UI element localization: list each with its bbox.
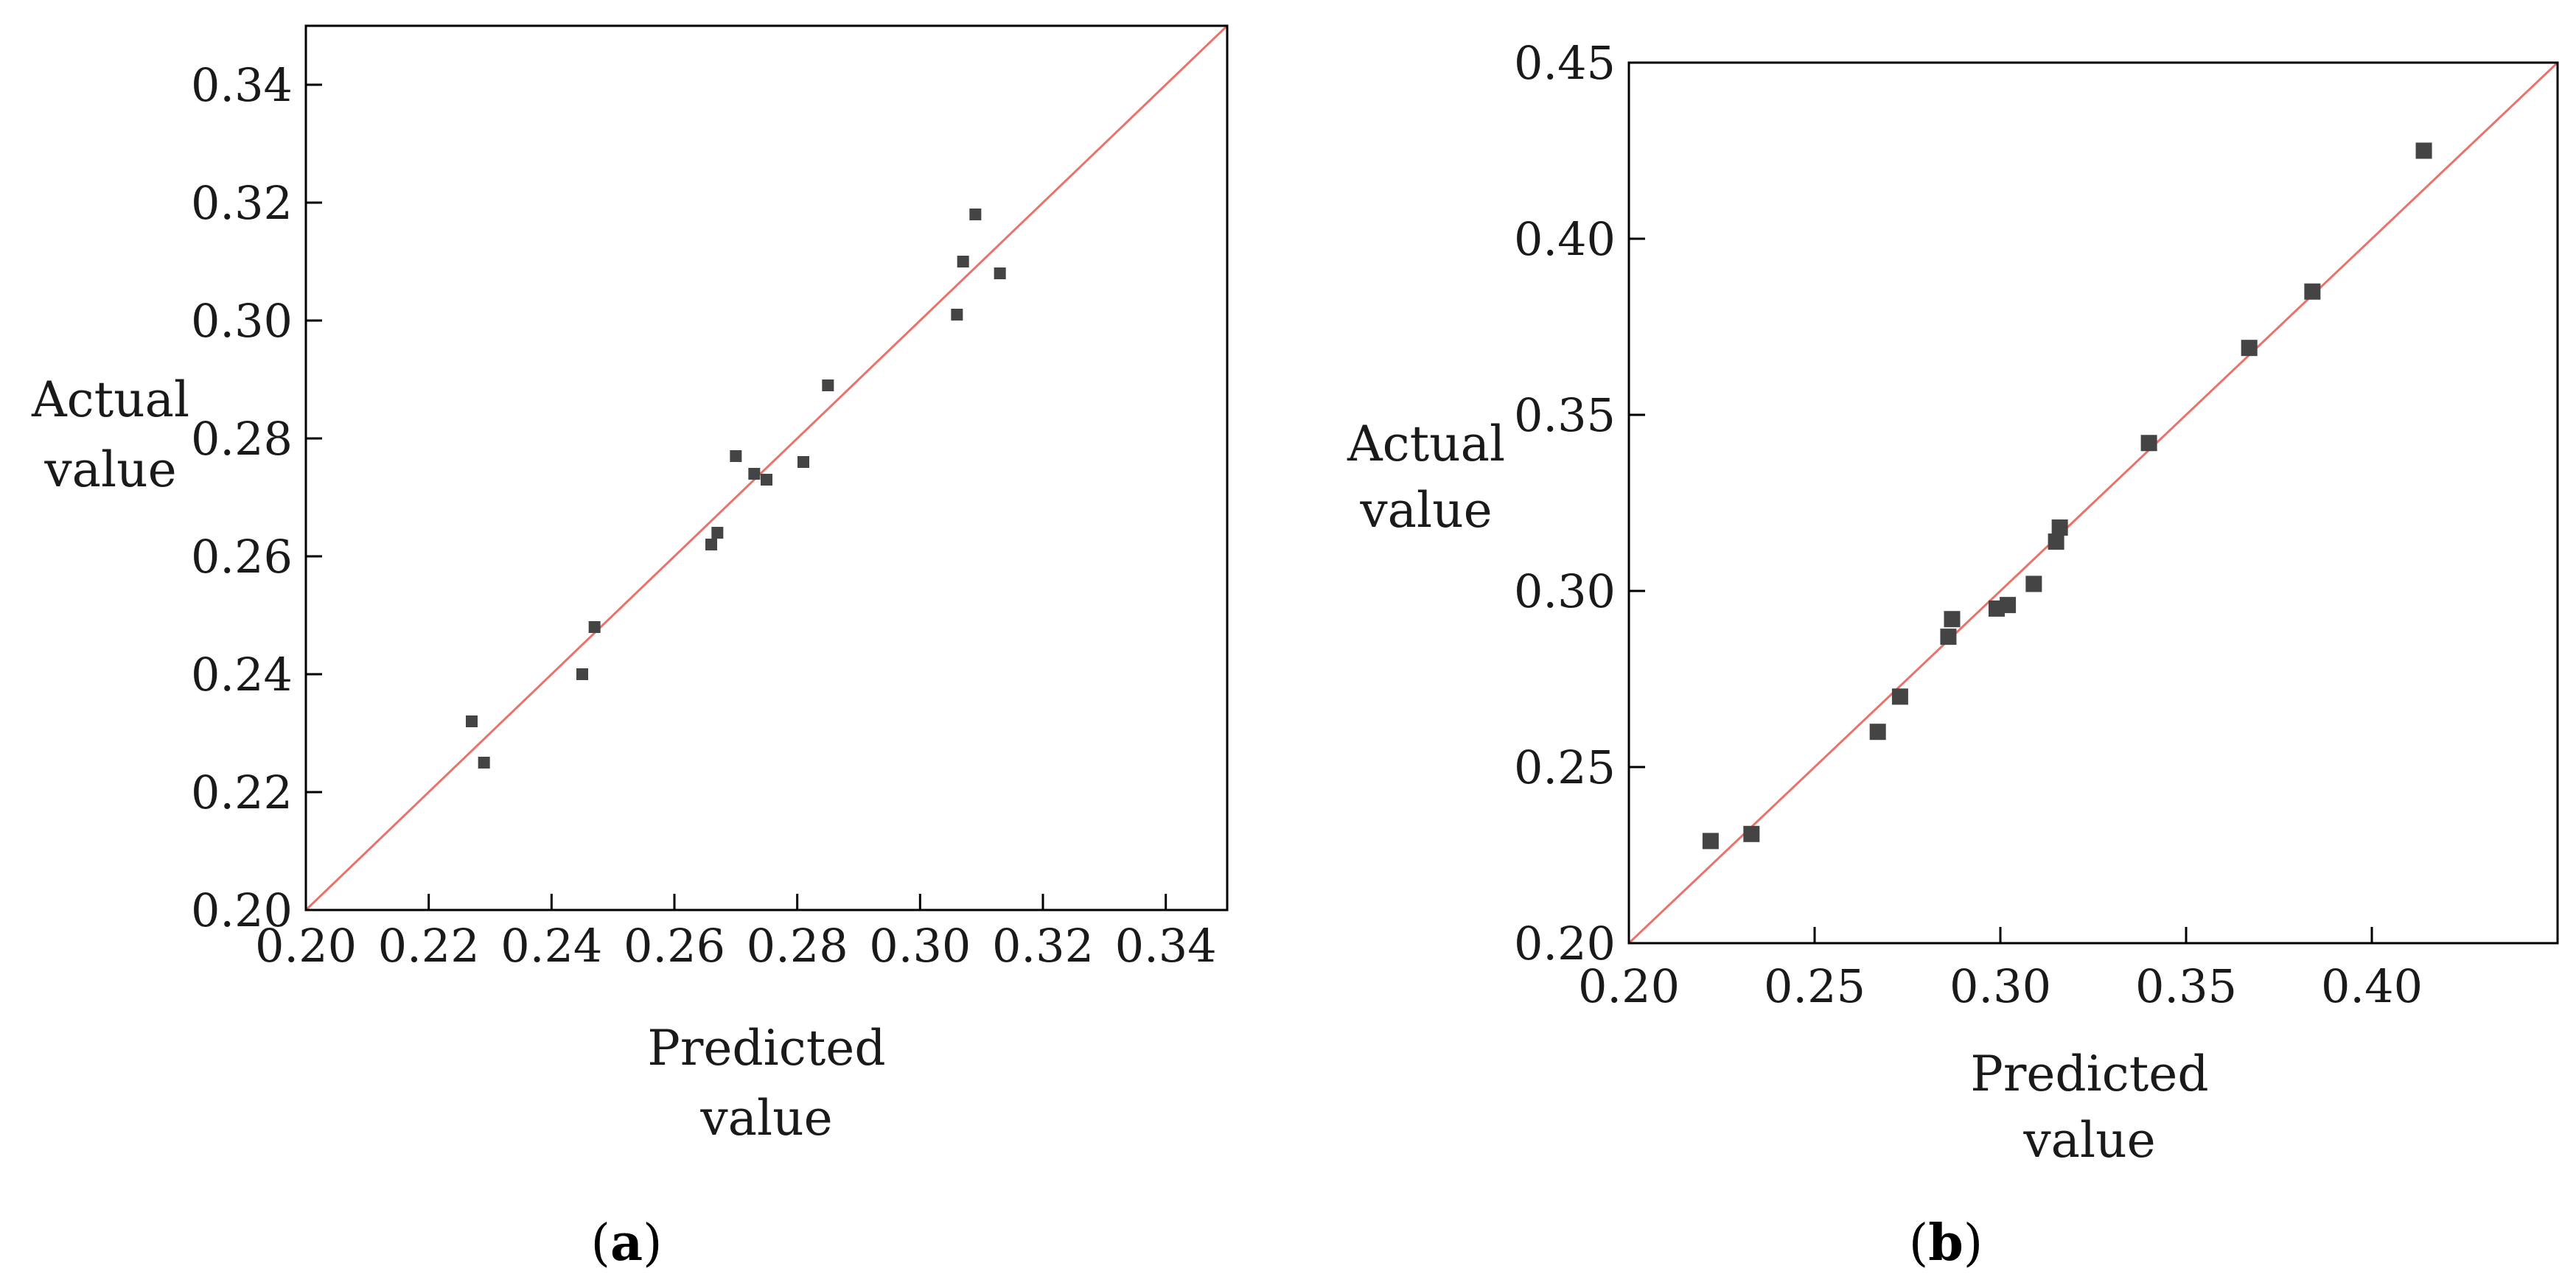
x-tick-label: 0.25 xyxy=(1764,959,1865,1013)
data-point xyxy=(1869,724,1886,741)
data-point xyxy=(822,379,834,391)
x-tick-label: 0.30 xyxy=(869,919,971,973)
y-tick-label: 0.34 xyxy=(191,58,293,112)
y-axis-title: Actual xyxy=(1347,416,1505,472)
panel-b: 0.20 0.25 0.30 0.35 0.40 0.20 0.25 0.30 0.35 0.40… xyxy=(1347,36,2559,1273)
x-tick-label: 0.30 xyxy=(1950,959,2051,1013)
panel-a: 0.20 0.22 0.24 0.26 0.28 0.30 0.32 0.34 0.20 0.22… xyxy=(31,24,1229,1273)
x-tick-label: 0.22 xyxy=(378,919,480,973)
y-tick-label: 0.24 xyxy=(191,648,293,701)
y-axis-title: Actual xyxy=(31,371,189,428)
plot-frame xyxy=(304,24,1229,911)
data-point xyxy=(705,539,717,550)
y-tick-label: 0.20 xyxy=(191,883,293,937)
data-point xyxy=(2000,597,2017,614)
data-point xyxy=(1891,688,1908,705)
x-tick-label: 0.34 xyxy=(1115,919,1217,973)
y-tick-label: 0.25 xyxy=(1514,741,1616,794)
data-point xyxy=(730,450,742,462)
reference-line xyxy=(304,24,1229,911)
x-tick-label: 0.35 xyxy=(2135,959,2237,1013)
y-tick-label: 0.35 xyxy=(1514,388,1616,442)
data-point xyxy=(994,267,1006,279)
y-tick-label: 0.40 xyxy=(1514,212,1616,266)
x-tick-label: 0.20 xyxy=(1578,959,1680,1013)
data-point xyxy=(2140,435,2157,452)
data-point xyxy=(797,456,809,468)
x-tick-label: 0.32 xyxy=(992,919,1094,973)
data-point xyxy=(969,209,982,220)
y-tick-label: 0.20 xyxy=(1514,917,1616,970)
data-point xyxy=(2415,142,2432,159)
data-point xyxy=(748,468,761,480)
data-point xyxy=(711,527,724,539)
data-point xyxy=(1940,629,1957,645)
data-point xyxy=(466,715,478,727)
x-tick-label: 0.24 xyxy=(500,919,602,973)
reference-line xyxy=(1627,61,2559,945)
plot-frame xyxy=(1627,61,2559,945)
data-point xyxy=(1702,833,1719,850)
data-point xyxy=(2051,519,2068,536)
x-tick-label: 0.28 xyxy=(747,919,848,973)
y-tick-label: 0.26 xyxy=(191,530,293,584)
y-tick-label: 0.28 xyxy=(191,412,293,466)
x-axis-title: Predicted xyxy=(647,1020,885,1077)
x-tick-label: 0.20 xyxy=(255,919,357,973)
x-tick-label: 0.26 xyxy=(624,919,725,973)
y-tick-label: 0.22 xyxy=(191,766,293,819)
data-point xyxy=(2048,533,2064,550)
data-point xyxy=(2304,283,2321,300)
y-axis-title: value xyxy=(43,441,176,498)
data-point xyxy=(2025,575,2042,592)
data-point xyxy=(1743,825,1760,842)
y-tick-label: 0.32 xyxy=(191,176,293,230)
y-axis-title: value xyxy=(1359,482,1492,539)
x-axis-title: value xyxy=(699,1090,832,1147)
data-point xyxy=(2241,340,2258,357)
y-tick-label: 0.30 xyxy=(1514,564,1616,618)
x-axis-title: value xyxy=(2022,1112,2155,1169)
x-tick-label: 0.40 xyxy=(2321,959,2423,1013)
data-point xyxy=(761,474,772,486)
y-tick-label: 0.30 xyxy=(191,294,293,348)
data-point xyxy=(478,757,490,769)
data-point xyxy=(951,309,963,321)
x-axis-title: Predicted xyxy=(1970,1046,2208,1102)
data-point xyxy=(576,668,588,680)
panel-label: (b) xyxy=(1909,1214,1983,1273)
data-point xyxy=(588,621,601,633)
panel-label: (a) xyxy=(590,1214,662,1273)
data-point xyxy=(957,256,969,267)
y-tick-label: 0.45 xyxy=(1514,36,1616,90)
data-point xyxy=(1944,611,1961,628)
